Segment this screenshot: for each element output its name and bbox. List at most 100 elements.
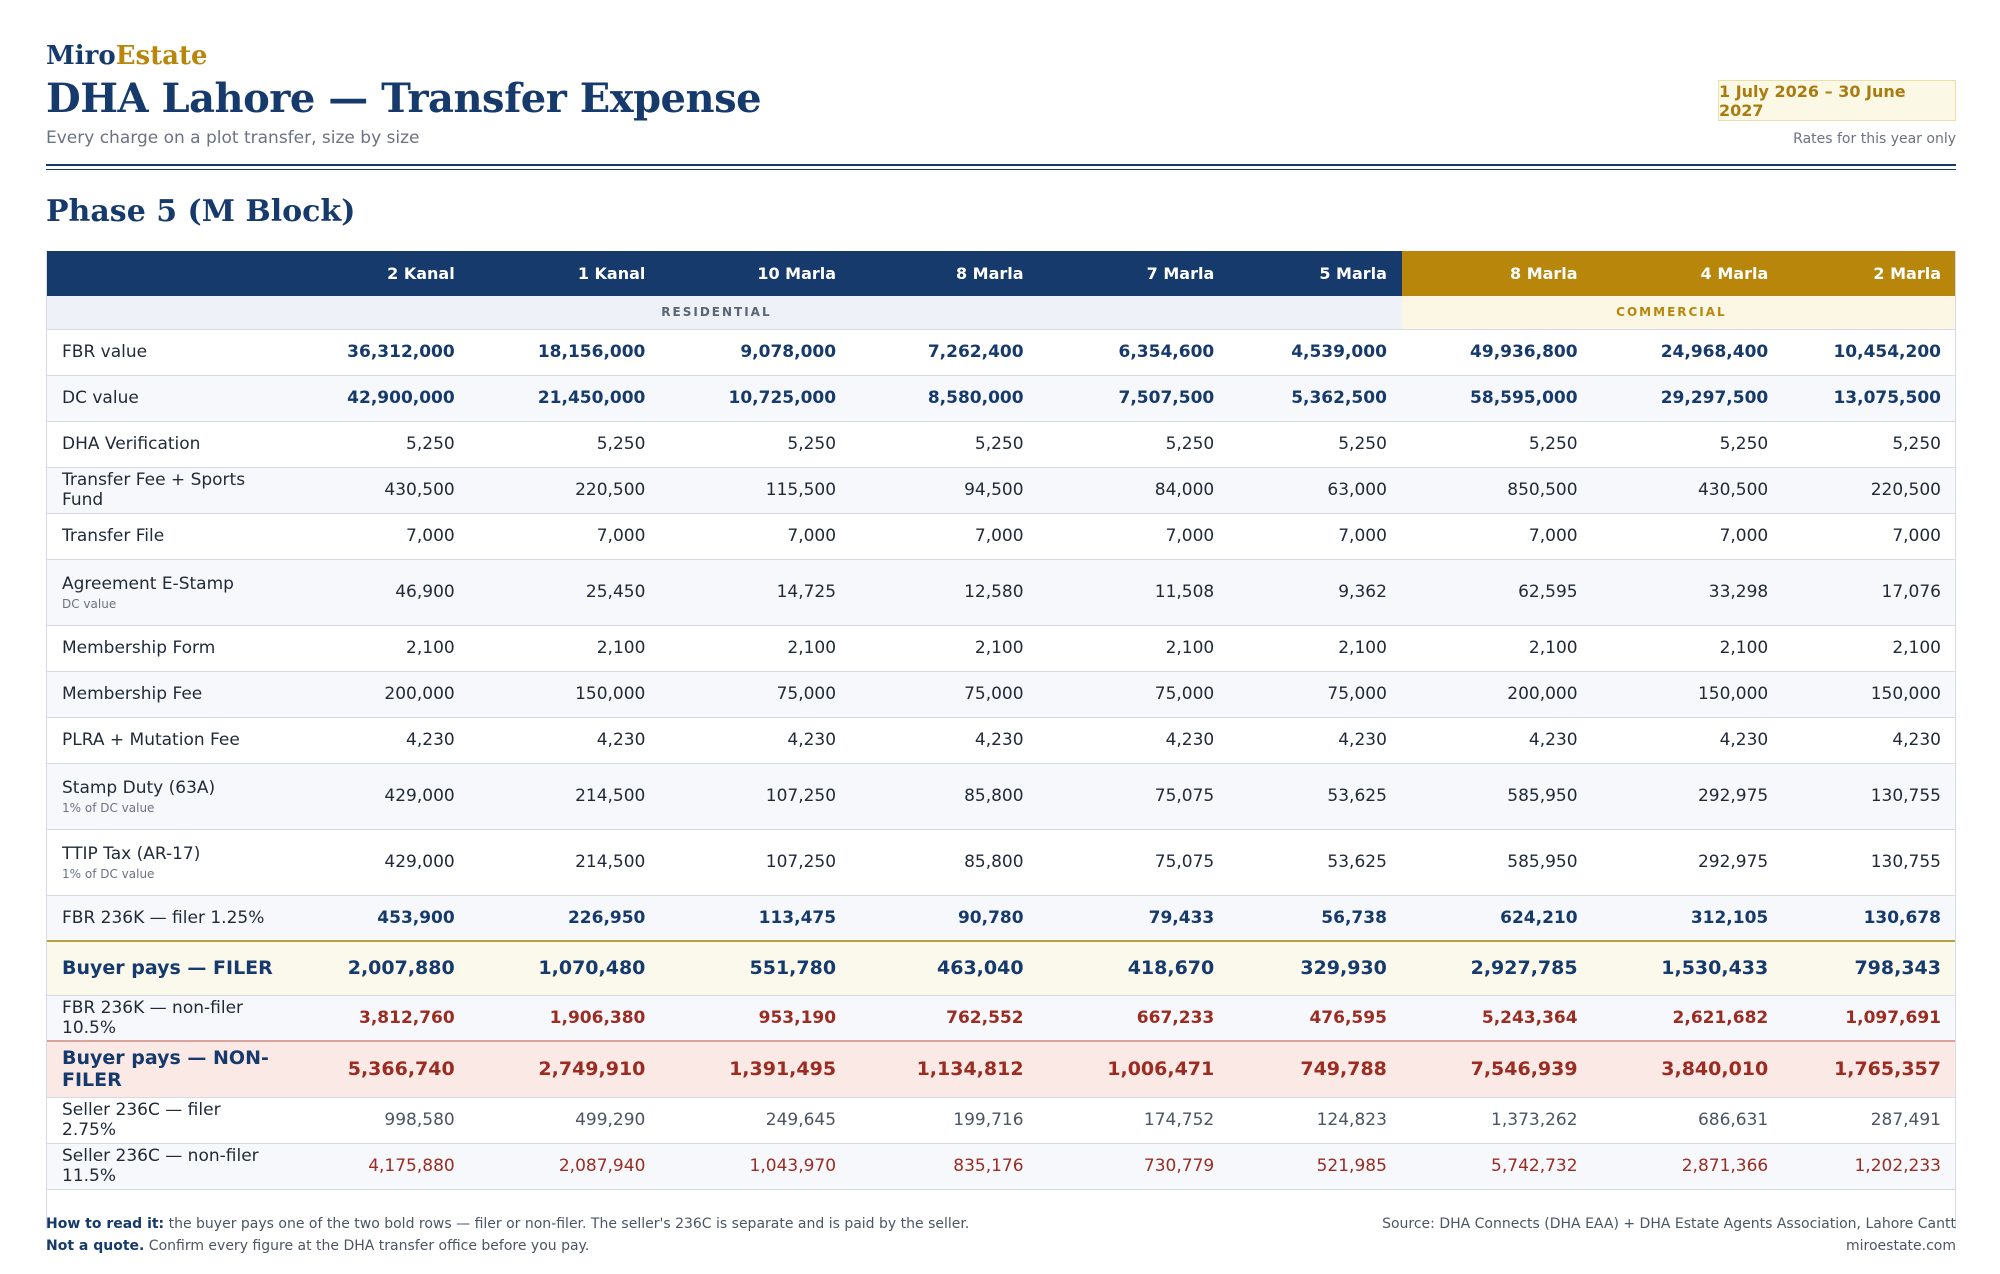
table-cell: 1,906,380 — [469, 995, 661, 1042]
table-cell: 75,000 — [851, 671, 1039, 718]
table-cell: 12,580 — [851, 559, 1039, 626]
table-cell: 953,190 — [660, 995, 852, 1042]
table-cell: 1,202,233 — [1783, 1143, 1956, 1190]
table-cell: 58,595,000 — [1401, 375, 1593, 422]
table-cell: 214,500 — [469, 763, 661, 830]
table-cell: 287,491 — [1783, 1097, 1956, 1144]
row-label: DC value — [46, 375, 280, 422]
row-label: Agreement E-Stamp DC value — [46, 559, 280, 626]
table-cell: 798,343 — [1783, 940, 1956, 996]
table-cell: 130,755 — [1783, 829, 1956, 896]
row-label: FBR 236K — non-filer 10.5% — [46, 995, 280, 1042]
table-cell: 7,000 — [1783, 513, 1956, 560]
table-cell: 7,000 — [1229, 513, 1402, 560]
table-cell: 5,250 — [279, 421, 470, 468]
table-cell: 312,105 — [1592, 895, 1784, 942]
table-cell: 150,000 — [469, 671, 661, 718]
table-cell: 730,779 — [1038, 1143, 1230, 1190]
footer-source: Source: DHA Connects (DHA EAA) + DHA Est… — [1382, 1213, 1956, 1257]
table-row: FBR value 36,312,000 18,156,000 9,078,000 7,… — [46, 329, 1956, 376]
table-cell: 4,230 — [1783, 717, 1956, 764]
table-cell: 3,840,010 — [1592, 1040, 1784, 1098]
table-cell: 13,075,500 — [1783, 375, 1956, 422]
table-cell: 4,230 — [469, 717, 661, 764]
table-cell: 85,800 — [851, 829, 1039, 896]
table-cell: 1,530,433 — [1592, 940, 1784, 996]
table-cell: 113,475 — [660, 895, 852, 942]
table-cell: 7,000 — [660, 513, 852, 560]
table-cell: 1,006,471 — [1038, 1040, 1230, 1098]
table-cell: 835,176 — [851, 1143, 1039, 1190]
table-cell: 130,678 — [1783, 895, 1956, 942]
table-cell: 551,780 — [660, 940, 852, 996]
table-row: FBR 236K — non-filer 10.5% 3,812,760 1,906… — [46, 995, 1956, 1042]
table-cell: 6,354,600 — [1038, 329, 1230, 376]
table-cell: 5,250 — [660, 421, 852, 468]
table-cell: 292,975 — [1592, 829, 1784, 896]
row-label: Membership Fee — [46, 671, 280, 718]
table-cell: 1,391,495 — [660, 1040, 852, 1098]
column-header: 2 Marla — [1783, 251, 1956, 296]
table-row: Buyer pays — NON-FILER 5,366,740 2,749,910… — [46, 1040, 1956, 1098]
row-label: FBR value — [46, 329, 280, 376]
table-cell: 2,100 — [469, 625, 661, 672]
table-cell: 4,230 — [1038, 717, 1230, 764]
group-residential: RESIDENTIAL — [46, 296, 1402, 330]
table-cell: 4,230 — [1401, 717, 1593, 764]
table-cell: 499,290 — [469, 1097, 661, 1144]
table-cell: 5,250 — [1783, 421, 1956, 468]
table-cell: 7,507,500 — [1038, 375, 1230, 422]
table-row: Agreement E-Stamp DC value 46,900 25,450 14,… — [46, 559, 1956, 626]
table-cell: 63,000 — [1229, 467, 1402, 514]
column-header: 8 Marla — [1401, 251, 1593, 296]
column-header: 10 Marla — [660, 251, 852, 296]
table-cell: 2,621,682 — [1592, 995, 1784, 1042]
table-cell: 5,243,364 — [1401, 995, 1593, 1042]
table-row: TTIP Tax (AR-17) 1% of DC value 429,000 214… — [46, 829, 1956, 896]
page: MiroEstate DHA Lahore — Transfer Expense… — [46, 40, 1956, 1254]
period-note: Rates for this year only — [1793, 131, 1956, 147]
table-cell: 521,985 — [1229, 1143, 1402, 1190]
table-cell: 62,595 — [1401, 559, 1593, 626]
table-cell: 4,175,880 — [279, 1143, 470, 1190]
table-cell: 453,900 — [279, 895, 470, 942]
row-label: PLRA + Mutation Fee — [46, 717, 280, 764]
table-cell: 4,230 — [1592, 717, 1784, 764]
table-cell: 998,580 — [279, 1097, 470, 1144]
table-row: Seller 236C — filer 2.75% 998,580 499,290 2… — [46, 1097, 1956, 1144]
footer-notes: How to read it: the buyer pays one of th… — [46, 1213, 969, 1257]
row-label: Transfer File — [46, 513, 280, 560]
table-cell: 53,625 — [1229, 829, 1402, 896]
table-cell: 4,230 — [660, 717, 852, 764]
table-cell: 686,631 — [1592, 1097, 1784, 1144]
table-row: FBR 236K — filer 1.25% 453,900 226,950 113,… — [46, 895, 1956, 942]
table-cell: 46,900 — [279, 559, 470, 626]
table-row: Seller 236C — non-filer 11.5% 4,175,880 2,… — [46, 1143, 1956, 1190]
table-cell: 10,454,200 — [1783, 329, 1956, 376]
table-cell: 42,900,000 — [279, 375, 470, 422]
table-cell: 200,000 — [279, 671, 470, 718]
table-cell: 749,788 — [1229, 1040, 1402, 1098]
table-cell: 4,230 — [1229, 717, 1402, 764]
row-label: Buyer pays — FILER — [46, 940, 280, 996]
table-cell: 5,250 — [851, 421, 1039, 468]
row-label: Seller 236C — filer 2.75% — [46, 1097, 280, 1144]
table-cell: 7,000 — [279, 513, 470, 560]
table-cell: 130,755 — [1783, 763, 1956, 830]
table-cell: 8,580,000 — [851, 375, 1039, 422]
table-cell: 174,752 — [1038, 1097, 1230, 1144]
table-row: Membership Form 2,100 2,100 2,100 2,100 2,100… — [46, 625, 1956, 672]
table-cell: 5,250 — [1401, 421, 1593, 468]
table-cell: 200,000 — [1401, 671, 1593, 718]
table-header-row: 2 Kanal 1 Kanal 10 Marla 8 Marla 7 Marla 5 Ma… — [46, 251, 1956, 296]
table-cell: 107,250 — [660, 829, 852, 896]
group-row: RESIDENTIAL COMMERCIAL — [46, 296, 1956, 330]
table-cell: 53,625 — [1229, 763, 1402, 830]
table-cell: 7,000 — [469, 513, 661, 560]
phase-title: Phase 5 (M Block) — [46, 194, 356, 229]
site-link[interactable]: miroestate.com — [1846, 1238, 1956, 1254]
table-cell: 1,097,691 — [1783, 995, 1956, 1042]
table-cell: 75,000 — [1038, 671, 1230, 718]
table-cell: 2,100 — [1401, 625, 1593, 672]
table-cell: 7,000 — [1592, 513, 1784, 560]
